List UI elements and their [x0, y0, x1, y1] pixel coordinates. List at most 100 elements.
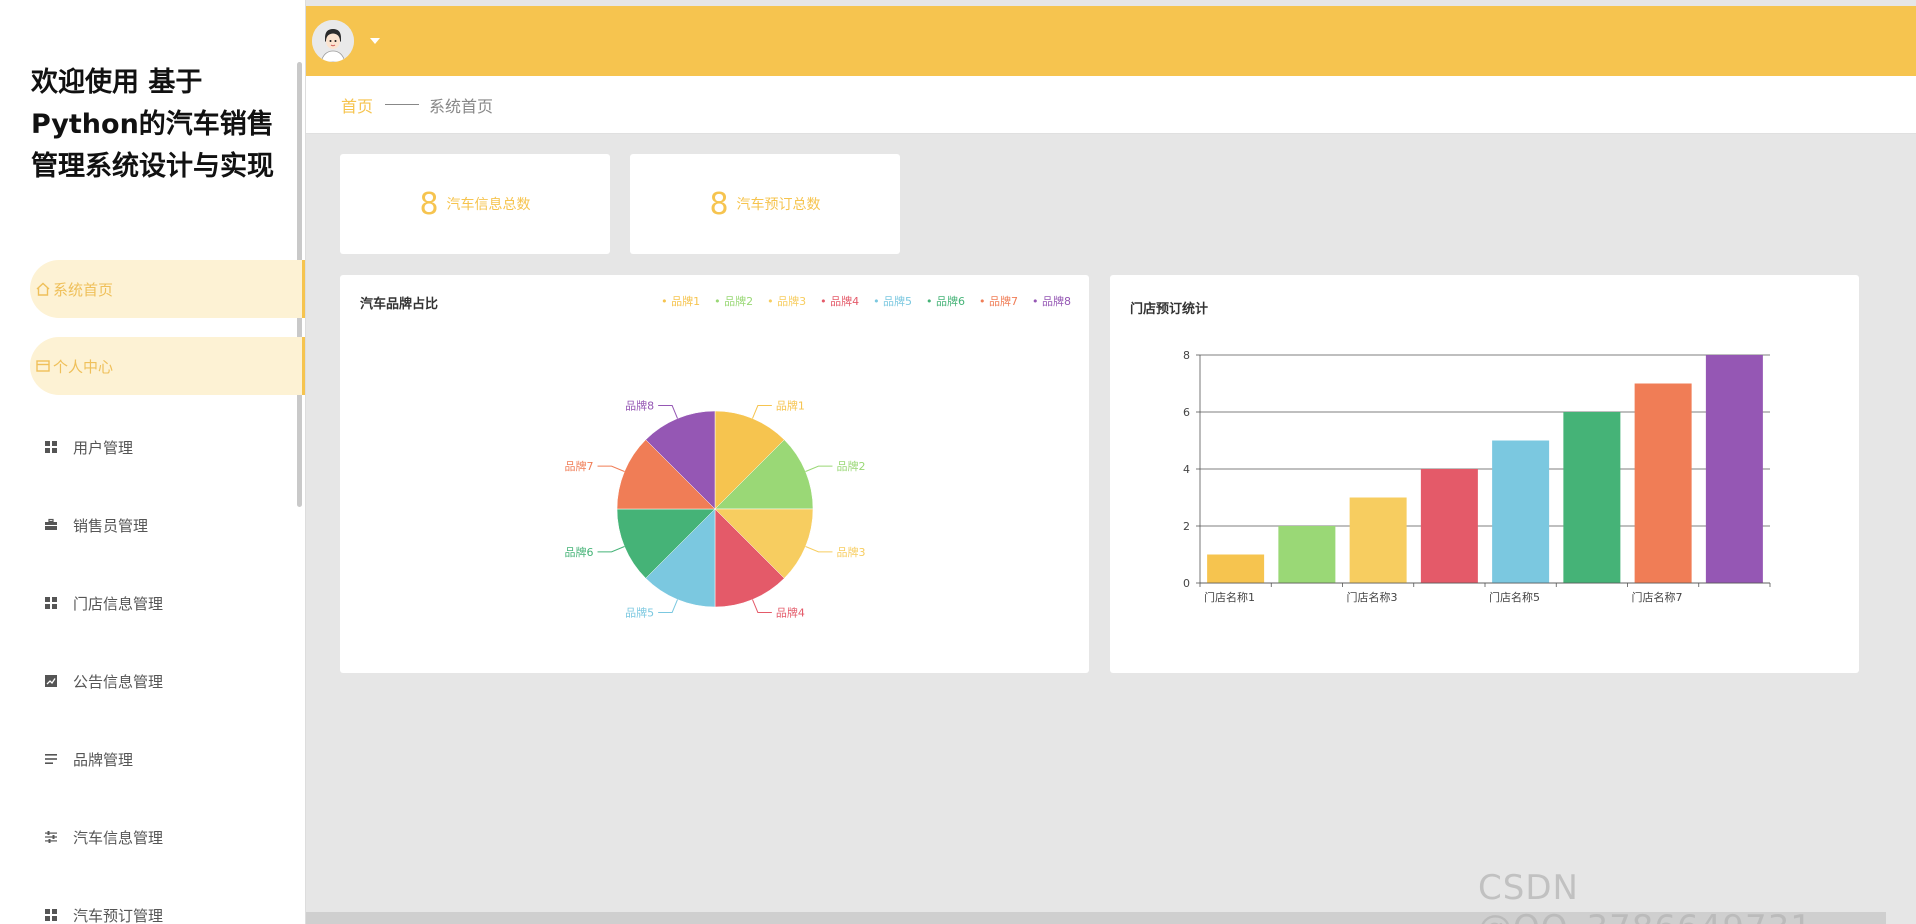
scroll-right-arrow-icon[interactable]	[1886, 912, 1916, 924]
sidebar-item-profile[interactable]: 个人中心	[30, 337, 305, 395]
sidebar-item-label: 品牌管理	[73, 750, 134, 769]
legend-item[interactable]: • 品牌3	[767, 295, 807, 308]
caret-down-icon[interactable]	[370, 38, 380, 44]
avatar[interactable]	[312, 20, 354, 62]
sidebar-item-home[interactable]: 系统首页	[30, 260, 305, 318]
sidebar-item-label: 个人中心	[53, 357, 114, 376]
sidebar: 欢迎使用 基于Python的汽车销售管理系统设计与实现 系统首页 个人中心 用户…	[0, 0, 306, 924]
pie-slice[interactable]	[714, 439, 814, 510]
sliders-icon	[43, 829, 59, 845]
x-tick-label: 门店名称3	[1347, 590, 1398, 604]
grid-icon	[43, 907, 59, 923]
bar[interactable]	[1420, 469, 1478, 583]
pie-label: 品牌2	[836, 459, 865, 473]
chart-title: 汽车品牌占比	[360, 297, 439, 312]
sidebar-item-cars[interactable]: 汽车信息管理	[30, 808, 305, 866]
sidebar-item-label: 系统首页	[53, 280, 114, 299]
pie-chart: 品牌1 品牌2 品牌3 品牌4 品牌5 品牌6 品牌7 品牌8	[565, 399, 866, 620]
pie-label-line	[752, 405, 772, 419]
pie-label-line	[805, 546, 833, 553]
bar[interactable]	[1492, 440, 1550, 584]
horizontal-scrollbar[interactable]	[306, 912, 1916, 924]
top-bar	[306, 6, 1916, 76]
breadcrumb-current: 系统首页	[429, 96, 494, 116]
home-icon	[35, 281, 51, 297]
pie-label-line	[752, 599, 772, 613]
legend-item[interactable]: • 品牌4	[820, 295, 860, 308]
sidebar-item-label: 用户管理	[73, 438, 134, 457]
pie-label-line	[805, 465, 833, 472]
briefcase-icon	[43, 517, 59, 533]
pie-slice[interactable]	[714, 508, 785, 608]
pie-slice[interactable]	[714, 410, 785, 510]
sidebar-item-stores[interactable]: 门店信息管理	[30, 574, 305, 632]
y-tick-label: 6	[1183, 406, 1190, 419]
sidebar-item-label: 门店信息管理	[73, 594, 164, 613]
pie-label: 品牌7	[565, 459, 594, 473]
sidebar-item-salesperson[interactable]: 销售员管理	[30, 496, 305, 554]
sidebar-item-label: 销售员管理	[73, 516, 149, 535]
legend-item[interactable]: • 品牌2	[714, 295, 754, 308]
breadcrumb-separator	[385, 104, 420, 105]
grid-icon	[43, 595, 59, 611]
chart-icon	[43, 673, 59, 689]
legend-item[interactable]: • 品牌7	[979, 295, 1019, 308]
y-tick-label: 0	[1183, 577, 1190, 590]
breadcrumb-home[interactable]: 首页	[341, 96, 374, 116]
sidebar-item-label: 汽车信息管理	[73, 828, 164, 847]
chart-title: 门店预订统计	[1130, 302, 1209, 317]
x-tick-label: 门店名称7	[1632, 590, 1683, 604]
legend-item[interactable]: • 品牌5	[873, 295, 913, 308]
pie-label-line	[597, 546, 625, 553]
bar-chart: 0 2 4 6 8 门店名称1 门店名称3 门店名称5 门店名称7	[1183, 349, 1771, 604]
sidebar-item-reservations[interactable]: 汽车预订管理	[30, 886, 305, 924]
pie-slice[interactable]	[645, 508, 716, 608]
pie-label: 品牌8	[625, 399, 654, 413]
chart-legend: • 品牌1 • 品牌2 • 品牌3 • 品牌4 • 品牌5 • 品牌6 • 品牌7 • 品牌8	[647, 293, 1071, 309]
pie-label: 品牌4	[776, 605, 805, 619]
pie-slice[interactable]	[645, 410, 716, 510]
store-reservation-chart: 门店预订统计 0 2 4 6 8 门店名称1 门店名称3 门店名称5 门店名称7	[1110, 275, 1859, 673]
x-tick-label: 门店名称1	[1204, 590, 1255, 604]
stat-label: 汽车预订总数	[736, 197, 821, 213]
bar[interactable]	[1634, 383, 1692, 584]
sidebar-item-label: 汽车预订管理	[73, 906, 164, 924]
grid-icon	[43, 439, 59, 455]
bar[interactable]	[1563, 412, 1621, 583]
pie-label-line	[597, 465, 625, 472]
stat-value: 8	[709, 186, 729, 222]
bar[interactable]	[1705, 355, 1763, 583]
pie-label-line	[658, 599, 678, 613]
pie-label: 品牌5	[625, 605, 654, 619]
list-icon	[43, 751, 59, 767]
legend-item[interactable]: • 品牌1	[661, 295, 701, 308]
sidebar-item-brands[interactable]: 品牌管理	[30, 730, 305, 788]
stat-value: 8	[419, 186, 439, 222]
legend-item[interactable]: • 品牌6	[926, 295, 966, 308]
bar[interactable]	[1207, 554, 1265, 584]
bar[interactable]	[1278, 526, 1336, 583]
brand-share-chart: 汽车品牌占比 • 品牌1 • 品牌2 • 品牌3 • 品牌4 • 品牌5 • 品牌6 • 品…	[340, 275, 1089, 673]
welcome-title: 欢迎使用 基于Python的汽车销售管理系统设计与实现	[31, 67, 274, 182]
sidebar-item-notices[interactable]: 公告信息管理	[30, 652, 305, 710]
pie-label: 品牌3	[836, 545, 865, 559]
card-icon	[35, 358, 51, 374]
pie-label: 品牌6	[565, 545, 594, 559]
watermark: CSDN @QQ_3786649731	[1478, 868, 1812, 924]
pie-slice[interactable]	[616, 508, 716, 579]
bar[interactable]	[1349, 497, 1407, 584]
y-tick-label: 4	[1183, 463, 1190, 476]
x-tick-label: 门店名称5	[1489, 590, 1540, 604]
sidebar-item-users[interactable]: 用户管理	[30, 418, 305, 476]
pie-label-line	[658, 405, 678, 419]
stat-card-reservations: 8 汽车预订总数	[630, 154, 900, 254]
sidebar-item-label: 公告信息管理	[73, 672, 164, 691]
stat-label: 汽车信息总数	[446, 197, 531, 213]
pie-label: 品牌1	[776, 399, 805, 413]
pie-slice[interactable]	[616, 439, 716, 510]
legend-item[interactable]: • 品牌8	[1032, 295, 1071, 308]
pie-slice[interactable]	[714, 508, 814, 579]
y-tick-label: 2	[1183, 520, 1190, 533]
y-tick-label: 8	[1183, 349, 1190, 362]
stat-card-cars: 8 汽车信息总数	[340, 154, 610, 254]
